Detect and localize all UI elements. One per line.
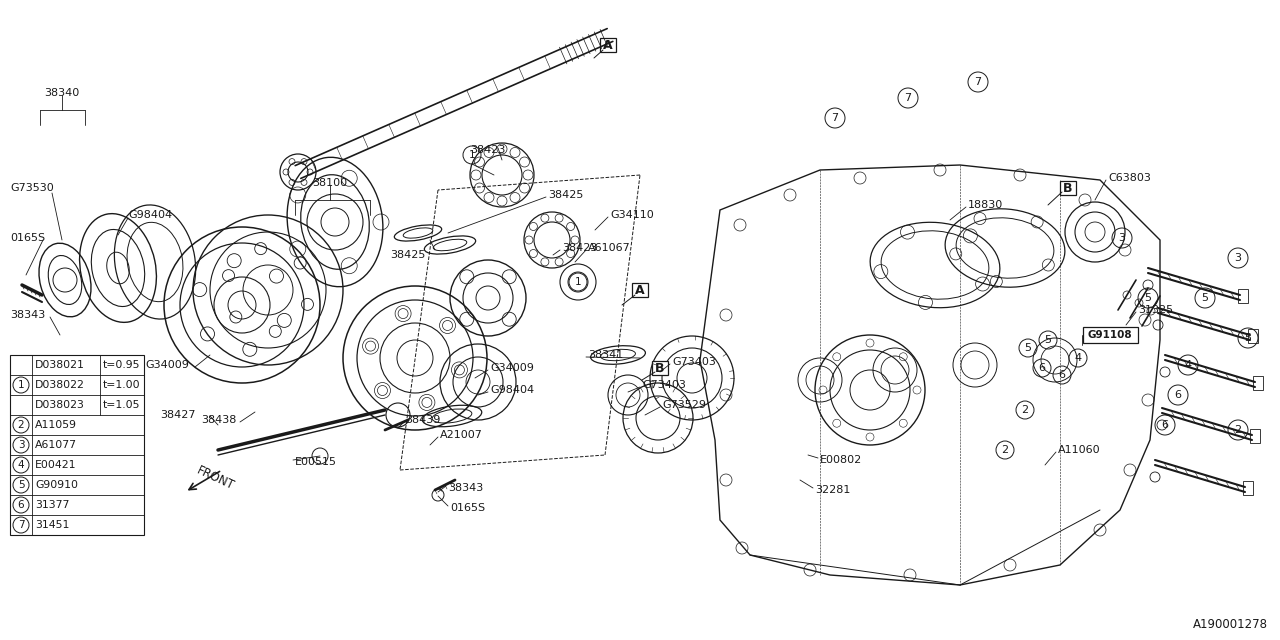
Bar <box>632 283 648 297</box>
Text: 38438: 38438 <box>202 415 237 425</box>
Bar <box>1253 376 1263 390</box>
Bar <box>1243 481 1253 495</box>
Text: A190001278: A190001278 <box>1193 618 1268 632</box>
Text: 38343: 38343 <box>448 483 484 493</box>
Text: 6: 6 <box>1175 390 1181 400</box>
Text: t=1.05: t=1.05 <box>102 400 141 410</box>
Text: 4: 4 <box>18 460 24 470</box>
Text: 6: 6 <box>18 500 24 510</box>
Text: 2: 2 <box>1001 445 1009 455</box>
Text: 5: 5 <box>1144 293 1152 303</box>
Text: 6: 6 <box>1161 420 1169 430</box>
Text: 31451: 31451 <box>35 520 69 530</box>
Text: G34110: G34110 <box>611 210 654 220</box>
Text: 2: 2 <box>1234 425 1242 435</box>
Text: 2: 2 <box>1021 405 1029 415</box>
Text: G98404: G98404 <box>128 210 172 220</box>
Bar <box>10 355 145 535</box>
Text: 7: 7 <box>905 93 911 103</box>
Text: G98404: G98404 <box>490 385 534 395</box>
Text: G73403: G73403 <box>672 357 716 367</box>
Text: 3: 3 <box>18 440 24 450</box>
Text: 38425: 38425 <box>390 250 425 260</box>
Text: C63803: C63803 <box>1108 173 1151 183</box>
Text: 6: 6 <box>1038 363 1046 373</box>
Text: 1: 1 <box>468 150 475 160</box>
Text: 38427: 38427 <box>160 410 196 420</box>
Bar <box>652 361 668 375</box>
Text: A: A <box>635 284 645 296</box>
Text: A: A <box>603 38 613 51</box>
Text: A11060: A11060 <box>1059 445 1101 455</box>
Text: 31377: 31377 <box>35 500 69 510</box>
Bar <box>1248 329 1258 343</box>
Text: G73403: G73403 <box>643 380 686 390</box>
Text: G34009: G34009 <box>145 360 189 370</box>
Text: 38341: 38341 <box>588 350 623 360</box>
Text: 38425: 38425 <box>548 190 584 200</box>
Text: 5: 5 <box>1244 333 1252 343</box>
Text: G90910: G90910 <box>35 480 78 490</box>
Text: 7: 7 <box>18 520 24 530</box>
Text: 1: 1 <box>18 380 24 390</box>
Text: 4: 4 <box>1184 360 1192 370</box>
Text: 5: 5 <box>1024 343 1032 353</box>
Text: 0165S: 0165S <box>451 503 485 513</box>
Text: 4: 4 <box>1074 353 1082 363</box>
Text: 5: 5 <box>1202 293 1208 303</box>
Text: D038023: D038023 <box>35 400 84 410</box>
Text: 3: 3 <box>1119 233 1125 243</box>
Text: G34009: G34009 <box>490 363 534 373</box>
Text: 38100: 38100 <box>312 178 348 188</box>
Bar <box>1238 289 1248 303</box>
Text: A11059: A11059 <box>35 420 77 430</box>
Bar <box>1251 429 1260 443</box>
Text: 2: 2 <box>18 420 24 430</box>
Text: 18830: 18830 <box>968 200 1004 210</box>
Text: 32281: 32281 <box>815 485 850 495</box>
Text: D038022: D038022 <box>35 380 84 390</box>
Text: 7: 7 <box>974 77 982 87</box>
Text: 31325: 31325 <box>1138 305 1174 315</box>
Text: 6: 6 <box>1059 370 1065 380</box>
Text: 5: 5 <box>18 480 24 490</box>
Text: 38439: 38439 <box>404 415 440 425</box>
Text: A61077: A61077 <box>35 440 77 450</box>
Text: 5: 5 <box>1044 335 1051 345</box>
Bar <box>1060 181 1076 195</box>
Text: E00421: E00421 <box>35 460 77 470</box>
Text: A61067: A61067 <box>588 243 631 253</box>
Bar <box>600 38 616 52</box>
Text: 38340: 38340 <box>45 88 79 98</box>
Text: 38423: 38423 <box>470 145 506 155</box>
Text: t=1.00: t=1.00 <box>102 380 141 390</box>
Text: FRONT: FRONT <box>195 463 236 492</box>
Text: 7: 7 <box>832 113 838 123</box>
Text: E00802: E00802 <box>820 455 863 465</box>
Text: G73530: G73530 <box>10 183 54 193</box>
Text: 38343: 38343 <box>10 310 45 320</box>
Text: 0165S: 0165S <box>10 233 45 243</box>
Text: B: B <box>655 362 664 374</box>
Text: G73529: G73529 <box>662 400 707 410</box>
Text: D038021: D038021 <box>35 360 84 370</box>
Text: 1: 1 <box>575 277 581 287</box>
Text: E00515: E00515 <box>294 457 337 467</box>
Text: 3: 3 <box>1234 253 1242 263</box>
Text: B: B <box>1064 182 1073 195</box>
Bar <box>1083 327 1138 343</box>
Text: 38423: 38423 <box>562 243 598 253</box>
Text: t=0.95: t=0.95 <box>102 360 141 370</box>
Text: G91108: G91108 <box>1088 330 1133 340</box>
Text: A21007: A21007 <box>440 430 483 440</box>
